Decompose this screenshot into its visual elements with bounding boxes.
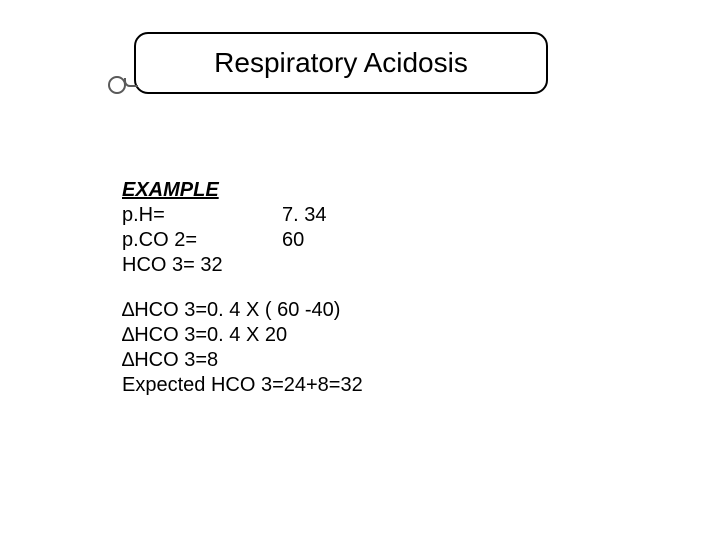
title-box: Respiratory Acidosis xyxy=(134,32,548,94)
example-label: HCO 3= 32 xyxy=(122,253,282,278)
example-value: 7. 34 xyxy=(282,203,326,228)
example-label: p.CO 2= xyxy=(122,228,282,253)
body-content: EXAMPLE p.H= 7. 34 p.CO 2= 60 HCO 3= 32 … xyxy=(122,178,363,398)
title-text: Respiratory Acidosis xyxy=(214,47,468,79)
example-heading: EXAMPLE xyxy=(122,178,363,203)
calc-block: ∆HCO 3=0. 4 X ( 60 -40) ∆HCO 3=0. 4 X 20… xyxy=(122,298,363,398)
calc-line: ∆HCO 3=0. 4 X 20 xyxy=(122,323,363,348)
example-value: 60 xyxy=(282,228,304,253)
slide: Respiratory Acidosis EXAMPLE p.H= 7. 34 … xyxy=(0,0,720,540)
connector-dot-shape xyxy=(108,76,126,94)
example-row-hco3: HCO 3= 32 xyxy=(122,253,363,278)
calc-line: ∆HCO 3=0. 4 X ( 60 -40) xyxy=(122,298,363,323)
example-row-pco2: p.CO 2= 60 xyxy=(122,228,363,253)
calc-line: Expected HCO 3=24+8=32 xyxy=(122,373,363,398)
connector-tail-shape xyxy=(124,78,138,87)
example-label: p.H= xyxy=(122,203,282,228)
example-row-ph: p.H= 7. 34 xyxy=(122,203,363,228)
calc-line: ∆HCO 3=8 xyxy=(122,348,363,373)
